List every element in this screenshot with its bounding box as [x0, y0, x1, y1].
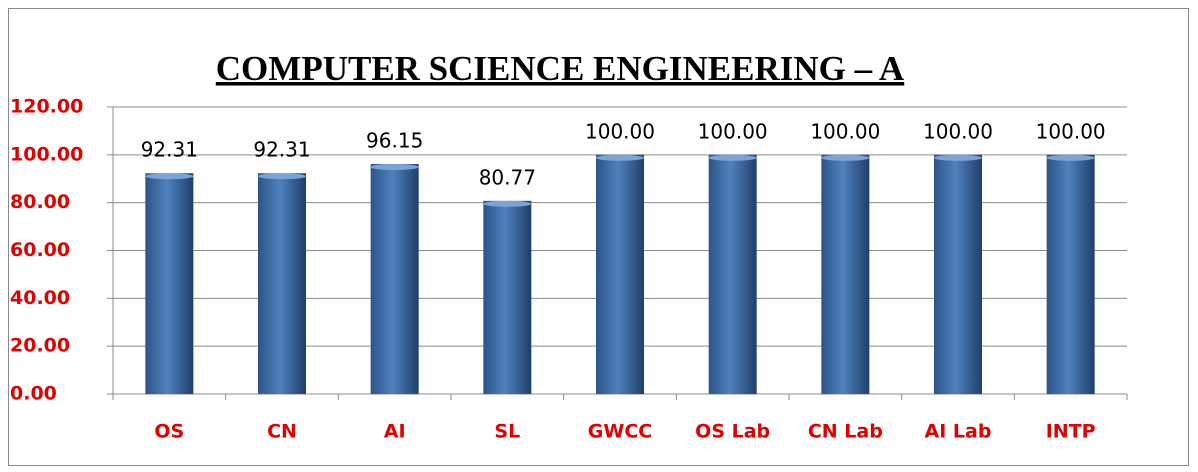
y-tick-label: 20.00 [10, 335, 70, 357]
bar-cap [145, 173, 194, 180]
value-label: 100.00 [1036, 119, 1106, 143]
y-tick-label: 40.00 [10, 287, 70, 309]
value-label: 100.00 [585, 119, 655, 143]
y-tick-label: 80.00 [10, 191, 70, 213]
bar [258, 173, 306, 394]
value-label: 80.77 [479, 165, 536, 189]
y-tick-label: 0.00 [10, 383, 57, 405]
bar-cap [596, 154, 644, 161]
bar [483, 200, 532, 394]
value-label: 92.31 [253, 138, 310, 162]
x-tick-label: CN [267, 421, 297, 443]
bar-cap [1046, 154, 1095, 161]
y-tick-label: 100.00 [10, 143, 83, 165]
bar-cap [934, 154, 982, 161]
bar-cap [821, 154, 870, 161]
value-label: 100.00 [810, 119, 880, 143]
y-tick-label: 60.00 [10, 239, 70, 261]
bar [821, 154, 870, 394]
chart-title: COMPUTER SCIENCE ENGINEERING – A [216, 49, 905, 88]
y-tick-label: 120.00 [10, 96, 83, 118]
x-tick-label: SL [494, 421, 520, 443]
x-tick-label: GWCC [588, 421, 652, 443]
x-tick-label: OS Lab [695, 421, 770, 443]
bar [934, 154, 982, 394]
value-label: 100.00 [698, 119, 768, 143]
x-tick-label: OS [154, 421, 184, 443]
bar-cap [483, 200, 532, 207]
value-label: 92.31 [141, 138, 198, 162]
bar-cap [258, 173, 306, 180]
bar [370, 164, 419, 394]
bar [145, 173, 194, 394]
bar-cap [708, 154, 757, 161]
value-label: 96.15 [366, 129, 423, 153]
x-tick-label: INTP [1046, 421, 1096, 443]
bar [708, 154, 757, 394]
bar-cap [370, 164, 419, 171]
value-label: 100.00 [923, 119, 993, 143]
bar [596, 154, 644, 394]
x-tick-label: AI Lab [925, 421, 992, 443]
bar [1046, 154, 1095, 394]
x-tick-label: AI [384, 421, 406, 443]
x-tick-label: CN Lab [808, 421, 883, 443]
